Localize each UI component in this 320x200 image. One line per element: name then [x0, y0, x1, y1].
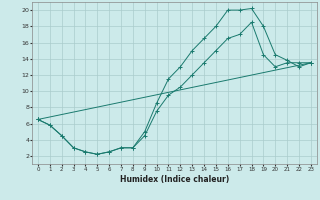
X-axis label: Humidex (Indice chaleur): Humidex (Indice chaleur) [120, 175, 229, 184]
